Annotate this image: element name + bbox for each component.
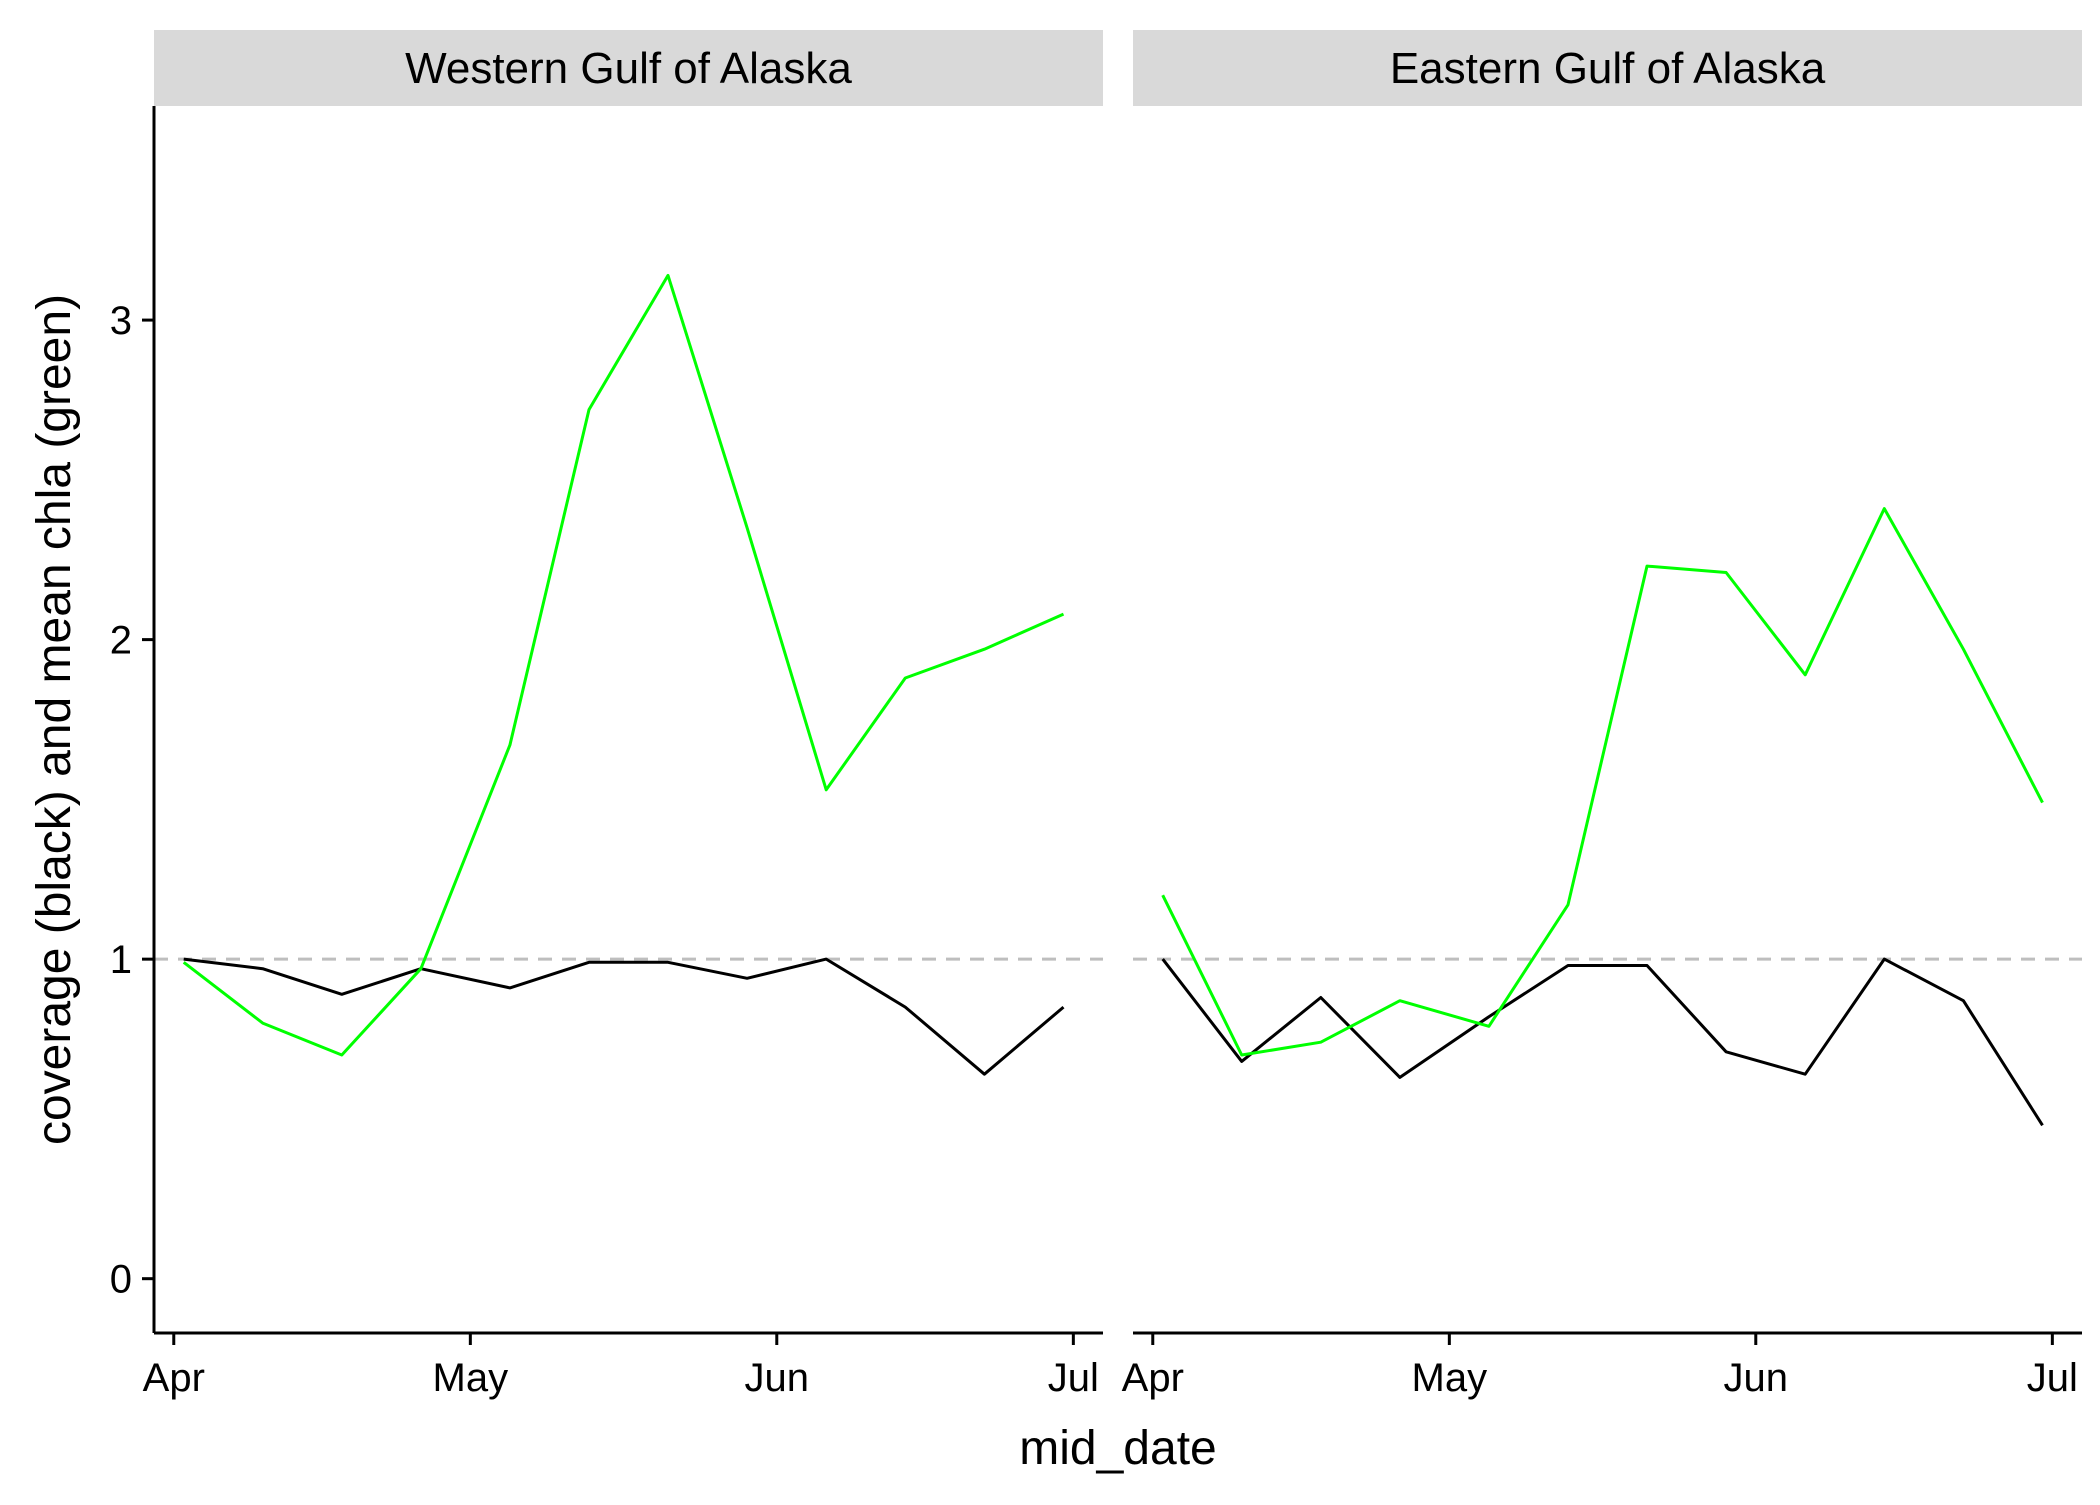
facet-strip-label: Eastern Gulf of Alaska [1390, 44, 1826, 93]
x-axis-title: mid_date [1019, 1422, 1216, 1475]
facet-strip [1133, 30, 2082, 106]
x-tick-label: Jun [745, 1356, 810, 1400]
x-tick-label: Jul [1048, 1356, 1099, 1400]
x-tick-label: Jul [2027, 1356, 2078, 1400]
chla-line [1161, 507, 2044, 1057]
facet-panel-2: Eastern Gulf of Alaska Apr May Jun Jul [1122, 30, 2082, 1400]
facet-panel-1: Western Gulf of Alaska Apr May Jun Jul 0 1 2 3 [110, 30, 1103, 1400]
chla-line [182, 273, 1065, 1057]
facet-strip [154, 30, 1103, 106]
x-tick-label: Apr [143, 1356, 205, 1400]
y-tick-label: 2 [110, 619, 132, 663]
coverage-line [1161, 957, 2044, 1127]
y-tick-label: 3 [110, 299, 132, 343]
y-tick-label: 0 [110, 1258, 132, 1302]
y-axis-title: coverage (black) and mean chla (green) [28, 294, 81, 1145]
y-tick-label: 1 [110, 938, 132, 982]
facet-strip-label: Western Gulf of Alaska [405, 44, 852, 93]
x-tick-label: May [1412, 1356, 1488, 1400]
x-tick-label: May [433, 1356, 509, 1400]
coverage-line [183, 957, 1065, 1076]
x-tick-label: Jun [1724, 1356, 1789, 1400]
x-tick-label: Apr [1122, 1356, 1184, 1400]
